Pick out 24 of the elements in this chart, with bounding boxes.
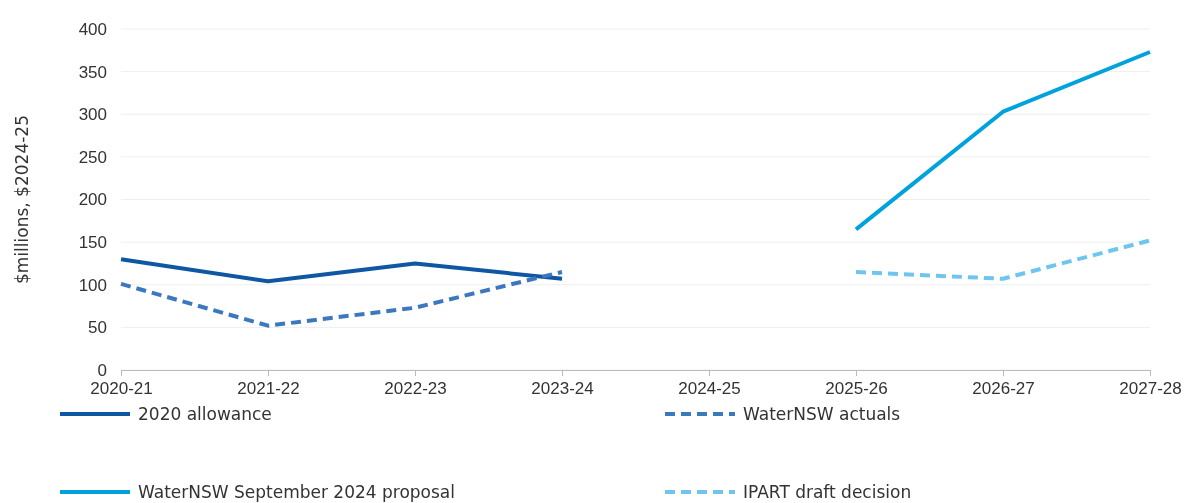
y-tick-label: 150: [78, 233, 107, 253]
y-tick-label: 250: [78, 147, 107, 167]
legend-label: WaterNSW September 2024 proposal: [138, 482, 456, 502]
x-tick-label: 2025-26: [825, 379, 888, 399]
legend-label: WaterNSW actuals: [743, 404, 901, 424]
y-tick-label: 0: [97, 360, 107, 380]
y-axis-title: $millions, $2024-25: [12, 115, 32, 284]
y-tick-label: 300: [78, 105, 107, 125]
legend-label: 2020 allowance: [138, 404, 272, 424]
x-tick-label: 2020-21: [90, 379, 153, 399]
line-series: [119, 257, 564, 284]
x-tick-label: 2023-24: [531, 379, 594, 399]
y-tick-label: 50: [88, 318, 107, 338]
x-tick-label: 2024-25: [678, 379, 741, 399]
x-tick-label: 2026-27: [972, 379, 1035, 399]
x-tick-label: 2021-22: [237, 379, 300, 399]
line-series: [119, 269, 564, 328]
x-tick-label: 2027-28: [1119, 379, 1182, 399]
legend-label: IPART draft decision: [743, 482, 912, 502]
y-tick-label: 350: [78, 62, 107, 82]
y-tick-label: 100: [78, 275, 107, 295]
y-tick-label: 400: [78, 19, 107, 39]
y-tick-label: 200: [78, 190, 107, 210]
x-tick-label: 2022-23: [384, 379, 447, 399]
